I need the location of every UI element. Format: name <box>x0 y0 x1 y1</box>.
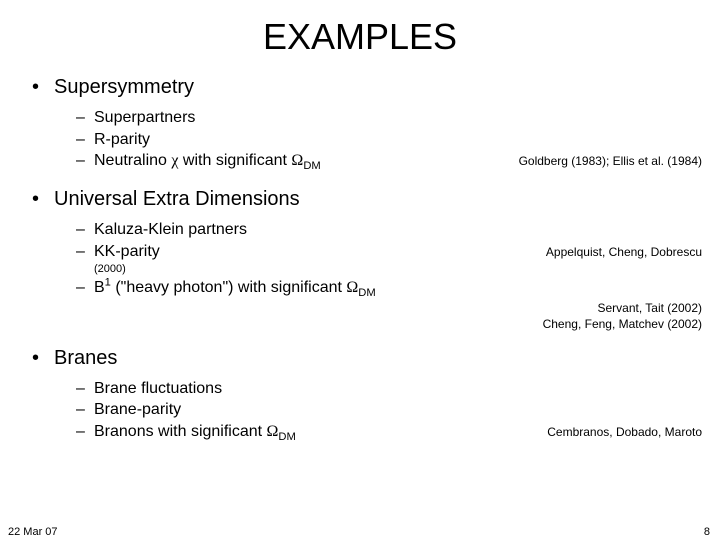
sub-list-branes: –Brane fluctuations –Brane-parity –Brano… <box>32 378 708 445</box>
content-area: • Supersymmetry –Superpartners –R-parity… <box>0 76 720 445</box>
sub-item: –Branons with significant ΩDM Cembranos,… <box>76 421 708 445</box>
citation-block: Servant, Tait (2002) Cheng, Feng, Matche… <box>76 301 708 332</box>
footer-page-number: 8 <box>704 526 710 538</box>
section-heading-ued: • Universal Extra Dimensions <box>32 188 708 211</box>
citation: Appelquist, Cheng, Dobrescu <box>160 244 708 260</box>
item-text: KK-parity <box>94 243 160 260</box>
citation: Goldberg (1983); Ellis et al. (1984) <box>321 153 708 169</box>
section-heading-branes: • Branes <box>32 347 708 370</box>
sub-item: –R-parity <box>76 129 708 151</box>
heading-text: Branes <box>54 347 117 370</box>
dash-icon: – <box>76 421 94 443</box>
sub-item: –Neutralino χ with significant ΩDM Goldb… <box>76 150 708 174</box>
item-text: Brane-parity <box>94 401 181 418</box>
page-title: EXAMPLES <box>0 16 720 58</box>
bullet-dot: • <box>32 347 54 370</box>
dash-icon: – <box>76 150 94 172</box>
heading-text: Universal Extra Dimensions <box>54 188 300 211</box>
section-heading-supersymmetry: • Supersymmetry <box>32 76 708 99</box>
dash-icon: – <box>76 241 94 263</box>
item-text: Branons with significant ΩDM <box>94 423 296 440</box>
sub-list-supersymmetry: –Superpartners –R-parity –Neutralino χ w… <box>32 107 708 174</box>
footer-date: 22 Mar 07 <box>8 526 58 538</box>
sub-item: –Brane fluctuations <box>76 378 708 400</box>
dash-icon: – <box>76 399 94 421</box>
sub-item: –Brane-parity <box>76 399 708 421</box>
dash-icon: – <box>76 219 94 241</box>
citation-year: (2000) <box>76 263 708 276</box>
sub-item: –B1 ("heavy photon") with significant ΩD… <box>76 276 708 302</box>
dash-icon: – <box>76 277 94 299</box>
dash-icon: – <box>76 107 94 129</box>
item-text: Kaluza-Klein partners <box>94 221 247 238</box>
heading-text: Supersymmetry <box>54 76 194 99</box>
dash-icon: – <box>76 129 94 151</box>
dash-icon: – <box>76 378 94 400</box>
citation: Servant, Tait (2002) <box>76 301 702 317</box>
sub-item: –Superpartners <box>76 107 708 129</box>
citation: Cheng, Feng, Matchev (2002) <box>76 317 702 333</box>
bullet-dot: • <box>32 188 54 211</box>
item-text: Brane fluctuations <box>94 380 222 397</box>
item-text: Superpartners <box>94 109 195 126</box>
citation: Cembranos, Dobado, Maroto <box>296 424 708 440</box>
sub-item: –Kaluza-Klein partners <box>76 219 708 241</box>
bullet-dot: • <box>32 76 54 99</box>
item-text: R-parity <box>94 131 150 148</box>
item-text: B1 ("heavy photon") with significant ΩDM <box>94 279 376 296</box>
item-text: Neutralino χ with significant ΩDM <box>94 152 321 169</box>
sub-list-ued: –Kaluza-Klein partners –KK-parity Appelq… <box>32 219 708 332</box>
sub-item: –KK-parity Appelquist, Cheng, Dobrescu <box>76 241 708 263</box>
